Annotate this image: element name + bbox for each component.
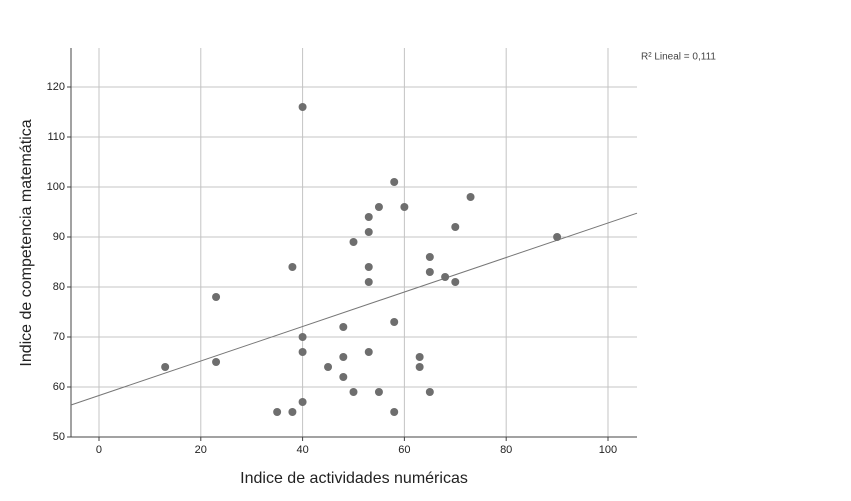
point <box>349 238 358 246</box>
point <box>298 333 307 341</box>
y-tick-label: 120 <box>47 81 65 93</box>
point <box>390 408 399 416</box>
y-axis-title: Indice de competencia matemática <box>18 119 35 366</box>
point <box>364 213 373 221</box>
point <box>466 193 475 201</box>
point <box>390 318 399 326</box>
point <box>364 278 373 286</box>
y-tick-label: 110 <box>47 131 65 143</box>
x-tick-label: 20 <box>195 444 207 456</box>
fit-annotation: R² Lineal = 0,111 <box>641 52 716 63</box>
point <box>451 278 460 286</box>
point <box>339 323 348 331</box>
point <box>425 388 434 396</box>
point <box>415 353 424 361</box>
y-tick-label: 80 <box>53 281 65 293</box>
y-tick-label: 90 <box>53 231 65 243</box>
point <box>553 233 562 241</box>
point <box>349 388 358 396</box>
point <box>364 348 373 356</box>
point <box>212 293 221 301</box>
y-tick-label: 100 <box>47 181 65 193</box>
x-tick-label: 0 <box>96 444 102 456</box>
point <box>441 273 450 281</box>
point <box>451 223 460 231</box>
point <box>324 363 333 371</box>
point <box>400 203 409 211</box>
point <box>425 268 434 276</box>
point <box>298 398 307 406</box>
y-tick-label: 50 <box>53 431 65 443</box>
x-tick-label: 100 <box>599 444 617 456</box>
point <box>288 408 297 416</box>
point <box>273 408 282 416</box>
x-tick-label: 40 <box>296 444 308 456</box>
y-tick-label: 60 <box>53 381 65 393</box>
point <box>298 348 307 356</box>
x-tick-label: 60 <box>398 444 410 456</box>
point <box>339 373 348 381</box>
point <box>415 363 424 371</box>
point <box>390 178 399 186</box>
point <box>374 203 383 211</box>
point <box>364 228 373 236</box>
x-axis-title: Indice de actividades numéricas <box>240 470 468 487</box>
point <box>364 263 373 271</box>
point <box>212 358 221 366</box>
point <box>288 263 297 271</box>
fit-line <box>70 212 638 406</box>
point <box>425 253 434 261</box>
point <box>374 388 383 396</box>
point <box>298 103 307 111</box>
point <box>339 353 348 361</box>
y-tick-label: 70 <box>53 331 65 343</box>
point <box>161 363 170 371</box>
x-tick-label: 80 <box>500 444 512 456</box>
